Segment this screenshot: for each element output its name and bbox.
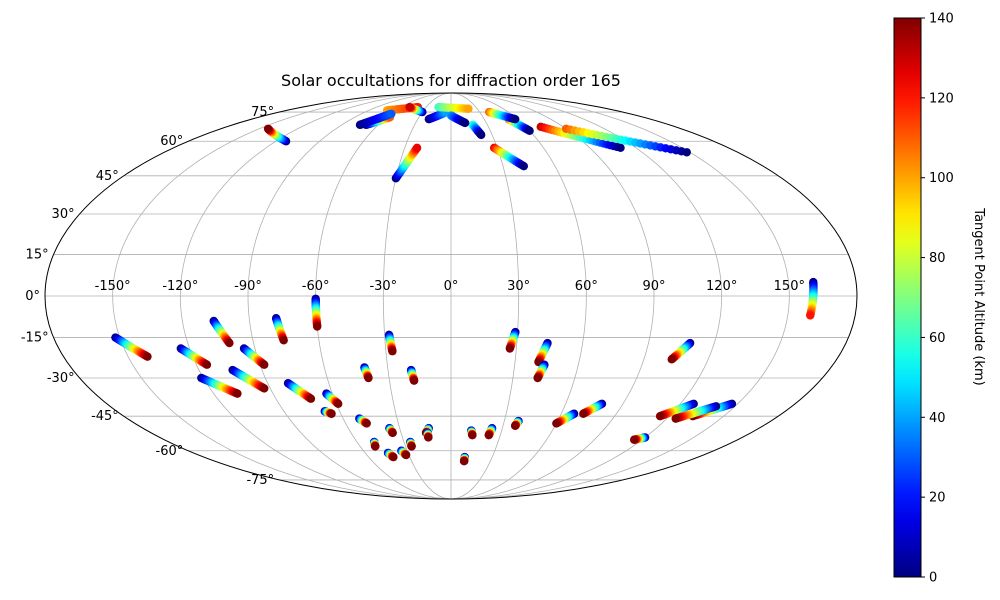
colorbar: 0 20 40 60 80 100 120 140 Tangent Point Altitud… (893, 12, 986, 586)
lat-tick-label: -60° (156, 444, 184, 459)
occultation-point (460, 118, 470, 128)
meridian-line (450, 93, 520, 499)
lon-tick-label: 60° (575, 279, 598, 294)
meridian-line (112, 93, 452, 499)
occultation-point (260, 360, 269, 369)
occultation-point (143, 352, 152, 361)
occultation-point (511, 114, 520, 124)
lon-tick-label: -30° (369, 279, 397, 294)
occultation-point (629, 435, 639, 444)
lat-tick-label: -75° (246, 473, 274, 488)
lon-tick-label: -150° (95, 279, 131, 294)
occultation-point (682, 148, 691, 157)
lon-tick-label: -120° (162, 279, 198, 294)
colorbar-tick-label: 140 (929, 12, 954, 27)
occultation-point (468, 430, 477, 440)
occultation-point (409, 376, 419, 385)
lat-tick-label: 45° (96, 169, 119, 184)
meridian-line (179, 93, 452, 499)
occultation-point (806, 311, 815, 320)
colorbar-tick-label: 40 (929, 411, 946, 426)
occultation-point (616, 143, 625, 152)
occultation-point (407, 442, 416, 451)
colorbar-tick-label: 80 (929, 251, 946, 266)
lat-tick-label: -15° (21, 331, 49, 346)
occultation-point (388, 347, 397, 356)
occultation-point (263, 124, 273, 133)
occultation-point (389, 452, 398, 462)
occultation-point (552, 419, 561, 428)
occultation-point (667, 355, 676, 364)
lon-tick-label: 120° (706, 279, 737, 294)
occultation-point (533, 373, 542, 383)
lat-tick-label: 75° (251, 105, 274, 120)
occultation-point (464, 104, 473, 113)
occultation-point (233, 389, 242, 398)
lon-tick-label: 30° (507, 279, 530, 294)
occultation-point (484, 430, 493, 440)
occultation-point (525, 126, 534, 135)
occultation-point (405, 102, 414, 112)
occultation-point (459, 457, 469, 466)
meridian-line (450, 93, 587, 499)
occultation-point (202, 360, 212, 369)
occultation-point (671, 414, 680, 423)
lon-tick-label: 150° (774, 279, 805, 294)
lat-tick-label: -45° (91, 409, 119, 424)
latitude-tick-labels: 75° 60° 45° 30° 15° 0° -15° -30° -45° -60° -75° (21, 105, 274, 488)
colorbar-tick-label: 0 (929, 571, 937, 586)
colorbar-tick-label: 20 (929, 491, 946, 506)
occultation-point (424, 433, 433, 442)
graticule (45, 93, 857, 499)
occultation-point (476, 130, 486, 140)
chart-title: Solar occultations for diffraction order… (281, 71, 621, 90)
occultation-point (401, 450, 411, 460)
occultation-tracks (111, 102, 818, 466)
longitude-tick-labels: -150° -120° -90° -60° -30° 0° 30° 60° 90° 120° 150… (95, 279, 805, 294)
occultation-point (313, 322, 322, 331)
colorbar-tick-label: 120 (929, 91, 954, 106)
occultation-point (371, 442, 380, 451)
occultation-point (387, 109, 396, 118)
lon-tick-label: 90° (642, 279, 665, 294)
occultation-point (412, 143, 422, 152)
occultation-point (260, 384, 269, 393)
map-boundary (44, 92, 858, 500)
lon-tick-label: -90° (234, 279, 262, 294)
lat-tick-label: 60° (160, 134, 183, 149)
occultation-point (579, 409, 588, 418)
colorbar-gradient (893, 17, 922, 578)
occultation-point (364, 373, 373, 383)
colorbar-ticks: 0 20 40 60 80 100 120 140 (921, 12, 954, 586)
occultation-point (505, 344, 515, 353)
occultation-point (327, 409, 336, 418)
lon-tick-label: 0° (444, 279, 459, 294)
meridian-line (247, 93, 452, 499)
occultation-point (334, 399, 343, 408)
lat-tick-label: 0° (25, 289, 40, 304)
occultation-point (225, 338, 234, 348)
occultation-point (388, 428, 397, 438)
meridian-line (450, 93, 790, 499)
occultation-point (510, 421, 520, 431)
lat-tick-label: 30° (52, 207, 75, 222)
occultation-point (306, 394, 316, 403)
occultation-point (519, 161, 529, 171)
colorbar-tick-label: 100 (929, 171, 954, 186)
lat-tick-label: 15° (26, 247, 49, 262)
colorbar-tick-label: 60 (929, 331, 946, 346)
lat-tick-label: -30° (47, 371, 75, 386)
colorbar-label: Tangent Point Altitude (km) (971, 207, 986, 385)
lon-tick-label: -60° (302, 279, 330, 294)
occultation-point (362, 419, 371, 428)
occultation-point (279, 336, 288, 345)
occultation-point (655, 411, 665, 421)
